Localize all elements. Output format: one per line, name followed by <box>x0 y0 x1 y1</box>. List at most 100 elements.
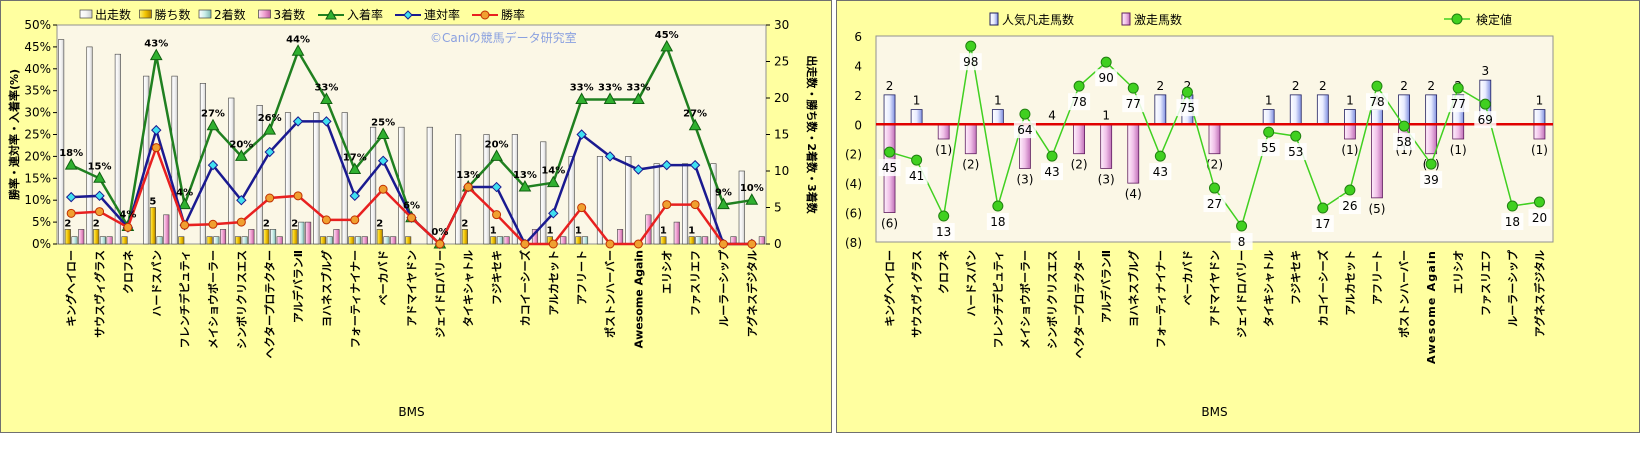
y-tick-label: 5% <box>32 215 51 229</box>
marker-検定値 <box>938 210 950 222</box>
place-rate-label: 6% <box>403 201 420 212</box>
bar-人気凡走馬数 <box>1262 109 1275 125</box>
wins-data-label: 2 <box>93 218 100 229</box>
value-label-bg <box>1203 195 1226 213</box>
marker-入着率 <box>518 180 532 192</box>
x-tick-label: フレンチデピュティ <box>991 250 1005 348</box>
bar-勝ち数 <box>178 236 185 245</box>
bar-2着数 <box>156 236 163 245</box>
marker-勝率 <box>378 184 388 194</box>
marker-勝率 <box>492 210 502 220</box>
bar-label-bottom: (1) <box>935 143 952 157</box>
bar-出走数 <box>228 97 235 245</box>
marker-入着率 <box>320 92 333 104</box>
marker-検定値 <box>1073 80 1085 92</box>
y-tick-label: 30% <box>24 106 51 120</box>
marker-勝率 <box>633 239 643 249</box>
marker-連対率 <box>264 146 275 158</box>
marker-検定値 <box>992 200 1004 212</box>
x-tick-label: エリシオ <box>661 250 674 294</box>
legend-label: 人気凡走馬数 <box>1002 12 1074 27</box>
bar-label-top: 2 <box>1400 79 1408 93</box>
bar-勝ち数 <box>121 236 128 245</box>
bar-2着数 <box>71 236 78 245</box>
wins-data-label: 1 <box>490 226 497 237</box>
bar-label-top: 2 <box>886 79 894 93</box>
x-axis-title: BMS <box>398 405 424 419</box>
y-tick-label: 10% <box>24 193 51 207</box>
x-tick-label: タイキシャトル <box>1263 250 1276 327</box>
x-tick-label: ポストンハーバー <box>1397 250 1411 338</box>
place-rate-label: 13% <box>513 170 537 181</box>
place-rate-label: 43% <box>144 39 168 50</box>
x-tick-label: アルカセット <box>547 250 560 316</box>
x-tick-label: Awesome Again <box>632 250 645 348</box>
bar-激走馬数 <box>1344 123 1356 140</box>
bar-激走馬数 <box>1127 123 1140 184</box>
x-tick-label: ジェイドロバリー <box>1236 250 1249 338</box>
value-label-bg <box>1257 139 1280 157</box>
marker-勝率 <box>435 239 445 249</box>
y-tick-label: (8) <box>845 236 862 250</box>
y-tick-label: 45% <box>24 40 51 54</box>
marker-勝率 <box>208 219 218 229</box>
y-tick-label: 20% <box>24 149 51 163</box>
marker-検定値 <box>1371 80 1383 92</box>
value-label: 17 <box>1315 217 1330 231</box>
value-label: 64 <box>1017 123 1032 137</box>
marker-検定値 <box>1317 202 1329 214</box>
marker-勝率 <box>577 203 587 213</box>
x-tick-label: ベーカバド <box>1181 250 1194 305</box>
value-label: 43 <box>1153 165 1168 179</box>
bar-2着数 <box>581 236 589 245</box>
x-tick-label: サウスヴィグラス <box>910 250 924 338</box>
bar-出走数 <box>199 83 206 245</box>
bar-激走馬数 <box>1425 123 1438 155</box>
bar-label-bottom: (1) <box>1341 143 1358 157</box>
x-tick-label: メイショウボーラー <box>206 250 220 349</box>
bar-人気凡走馬数 <box>883 94 896 125</box>
y-tick-label: 4 <box>854 59 862 73</box>
legend-marker <box>325 8 337 20</box>
bar-出走数 <box>568 156 575 245</box>
bar-激走馬数 <box>1073 123 1085 155</box>
x-tick-label: キングヘイロー <box>883 250 897 327</box>
place-rate-label: 13% <box>456 170 480 181</box>
bar-label-top: 1 <box>1265 94 1273 108</box>
bar-勝ち数 <box>149 207 156 245</box>
bar-2着数 <box>298 221 305 245</box>
place-rate-label: 27% <box>201 109 225 120</box>
value-label: 26 <box>1342 199 1357 213</box>
place-rate-label: 4% <box>176 188 193 199</box>
value-label-bg <box>959 53 982 71</box>
bar-人気凡走馬数 <box>1154 94 1167 125</box>
marker-連対率 <box>491 181 502 193</box>
bar-勝ち数 <box>93 229 100 245</box>
bar-2着数 <box>99 236 106 245</box>
legend-item-出走数: 出走数 <box>79 7 131 22</box>
value-label-bg <box>986 213 1009 231</box>
place-rate-label: 20% <box>485 139 509 150</box>
y-tick-label: 35% <box>24 84 51 98</box>
value-label-bg <box>905 167 928 185</box>
marker-検定値 <box>1263 126 1275 138</box>
legend-item-検定値: 検定値 <box>1444 12 1512 27</box>
marker-連対率 <box>689 159 701 171</box>
bar-勝ち数 <box>461 229 468 245</box>
value-label: 39 <box>1423 173 1438 187</box>
bar-出走数 <box>114 53 121 245</box>
value-label-bg <box>1365 93 1388 111</box>
wins-data-label: 5 <box>149 197 156 208</box>
x-tick-label: タイキシャトル <box>462 250 475 327</box>
marker-検定値 <box>1127 82 1139 94</box>
bar-2着数 <box>355 236 362 245</box>
marker-入着率 <box>263 123 277 135</box>
bar-3着数 <box>248 229 255 245</box>
bar-label-top: 1 <box>913 94 921 108</box>
marker-勝率 <box>690 200 700 210</box>
marker-入着率 <box>490 149 503 161</box>
value-label: 41 <box>909 169 924 183</box>
value-label: 78 <box>1369 95 1384 109</box>
watermark-text: ©Caniの競馬データ研究室 <box>430 30 577 45</box>
marker-連対率 <box>576 129 587 140</box>
